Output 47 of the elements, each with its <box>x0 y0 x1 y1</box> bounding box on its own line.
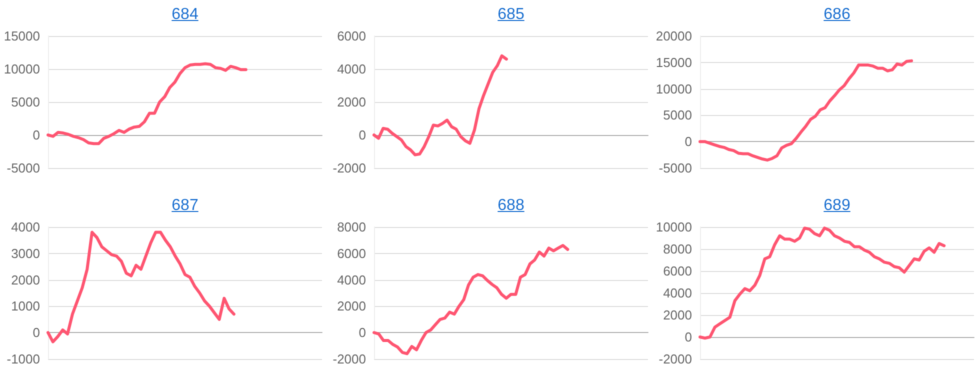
y-tick-label: 6000 <box>663 264 692 278</box>
y-tick-label: 2000 <box>337 298 366 314</box>
y-tick-label: 15000 <box>4 28 40 44</box>
y-tick-label: 4000 <box>337 272 366 288</box>
chart-title: 689 <box>822 197 852 215</box>
y-tick-label: 20000 <box>656 28 692 44</box>
chart-title: 685 <box>496 6 526 24</box>
y-tick-label: 6000 <box>337 28 366 44</box>
y-tick-label: 6000 <box>337 246 366 261</box>
y-tick-label: 1000 <box>11 298 40 314</box>
chart-title: 687 <box>170 197 200 215</box>
y-tick-label: 8000 <box>337 220 366 234</box>
y-tick-label: 0 <box>358 325 366 340</box>
chart-title: 688 <box>496 197 526 215</box>
line-series <box>698 226 946 340</box>
y-tick-label: 0 <box>32 128 40 142</box>
y-tick-label: 10000 <box>656 220 692 234</box>
y-tick-label: 0 <box>358 128 366 142</box>
y-tick-label: 2000 <box>11 272 40 288</box>
y-tick-label: 8000 <box>663 242 692 256</box>
y-tick-label: -2000 <box>332 160 366 176</box>
chart-title: 686 <box>822 6 852 24</box>
y-tick-label: -5000 <box>658 160 692 176</box>
y-tick-label: -2000 <box>332 352 366 366</box>
y-tick-label: 5000 <box>11 94 40 110</box>
y-tick-label: -2000 <box>658 352 692 366</box>
chart-title: 684 <box>170 6 200 24</box>
line-series <box>46 62 248 146</box>
y-tick-label: 0 <box>684 134 692 150</box>
line-series <box>46 230 236 344</box>
y-tick-label: -1000 <box>6 352 40 366</box>
y-tick-label: 4000 <box>11 220 40 234</box>
line-series <box>372 54 508 156</box>
y-tick-label: 15000 <box>656 54 692 70</box>
y-tick-label: 0 <box>32 325 40 340</box>
y-tick-label: 5000 <box>663 108 692 123</box>
y-tick-label: 3000 <box>11 246 40 261</box>
line-series <box>698 59 914 162</box>
y-tick-label: 4000 <box>337 62 366 76</box>
y-tick-label: 10000 <box>4 62 40 76</box>
line-series <box>372 244 570 356</box>
y-tick-label: 10000 <box>656 81 692 96</box>
y-tick-label: 4000 <box>663 286 692 300</box>
y-tick-label: 2000 <box>663 308 692 322</box>
y-tick-label: 0 <box>684 330 692 344</box>
y-tick-label: -5000 <box>6 160 40 176</box>
y-tick-label: 2000 <box>337 94 366 110</box>
